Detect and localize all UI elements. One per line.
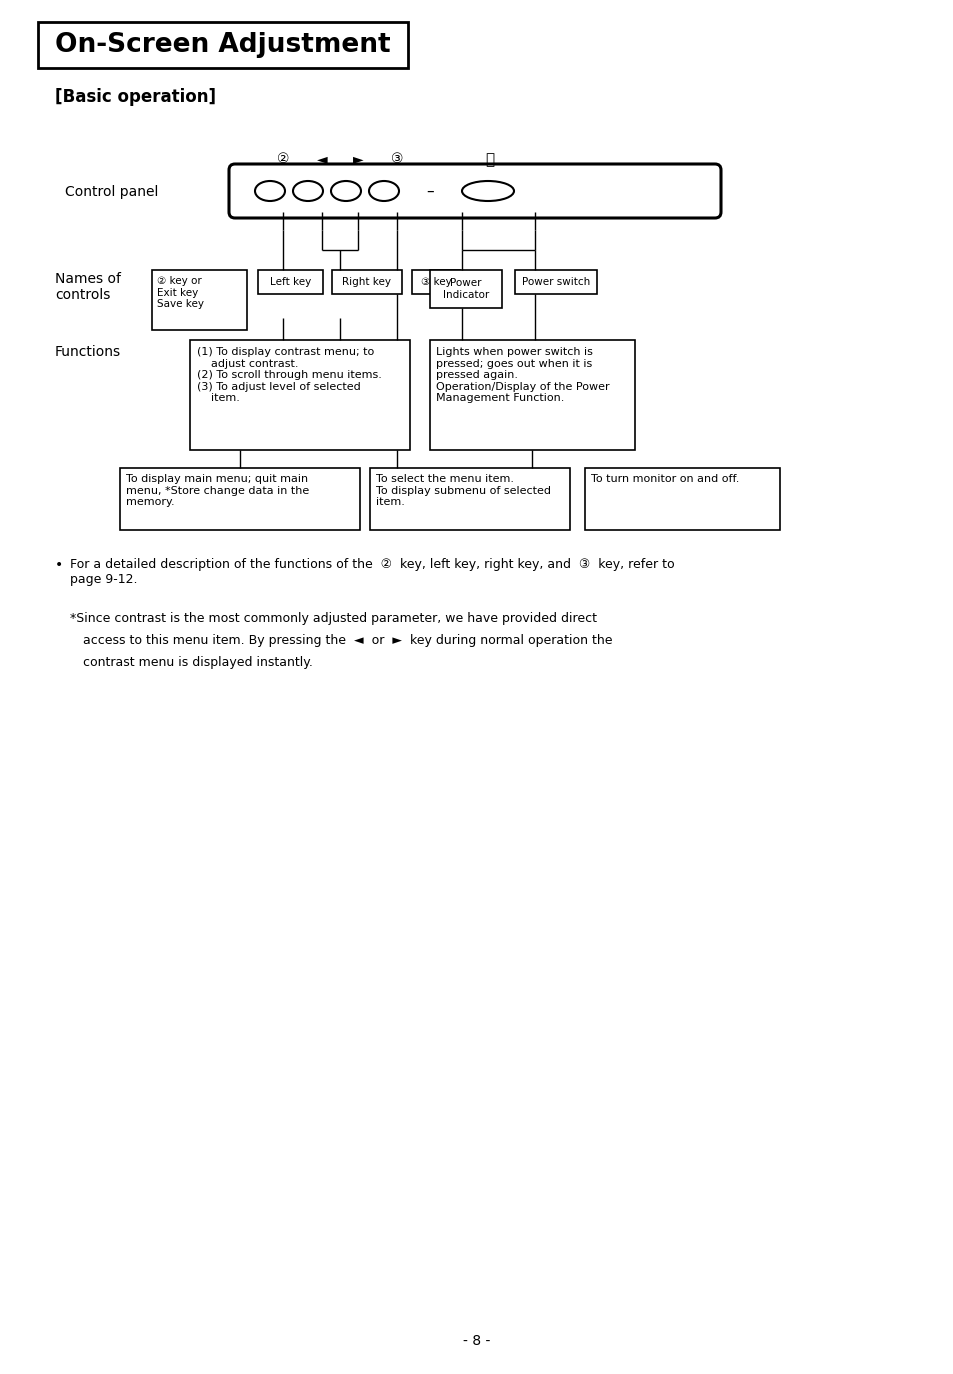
Text: Lights when power switch is
pressed; goes out when it is
pressed again.
Operatio: Lights when power switch is pressed; goe… bbox=[436, 348, 609, 404]
Text: To display main menu; quit main
menu, *Store change data in the
memory.: To display main menu; quit main menu, *S… bbox=[126, 474, 309, 507]
Text: Functions: Functions bbox=[55, 345, 121, 359]
Text: Ⓘ: Ⓘ bbox=[485, 153, 494, 168]
Text: Names of
controls: Names of controls bbox=[55, 272, 121, 302]
Ellipse shape bbox=[331, 181, 360, 201]
Text: ② key or
Exit key
Save key: ② key or Exit key Save key bbox=[157, 276, 204, 309]
Bar bbox=[412, 271, 459, 294]
Text: To select the menu item.
To display submenu of selected
item.: To select the menu item. To display subm… bbox=[375, 474, 551, 507]
Text: Right key: Right key bbox=[342, 278, 391, 287]
Bar bbox=[515, 271, 597, 294]
Text: •: • bbox=[55, 558, 63, 572]
Bar bbox=[430, 339, 635, 451]
Text: [Basic operation]: [Basic operation] bbox=[55, 88, 215, 106]
Text: contrast menu is displayed instantly.: contrast menu is displayed instantly. bbox=[83, 655, 313, 669]
Bar bbox=[190, 339, 410, 451]
Bar bbox=[257, 271, 323, 294]
Bar bbox=[430, 271, 501, 308]
Bar bbox=[120, 469, 359, 530]
Text: Left key: Left key bbox=[270, 278, 311, 287]
Text: access to this menu item. By pressing the  ◄  or  ►  key during normal operation: access to this menu item. By pressing th… bbox=[83, 633, 612, 647]
Text: ③ key: ③ key bbox=[420, 278, 451, 287]
Bar bbox=[370, 469, 569, 530]
Text: For a detailed description of the functions of the  ②  key, left key, right key,: For a detailed description of the functi… bbox=[70, 558, 674, 585]
Text: *Since contrast is the most commonly adjusted parameter, we have provided direct: *Since contrast is the most commonly adj… bbox=[70, 611, 597, 625]
Text: - 8 -: - 8 - bbox=[463, 1334, 490, 1348]
Text: –: – bbox=[426, 184, 434, 198]
Text: To turn monitor on and off.: To turn monitor on and off. bbox=[590, 474, 739, 484]
Ellipse shape bbox=[293, 181, 323, 201]
Text: ►: ► bbox=[353, 153, 363, 166]
Text: ②: ② bbox=[276, 153, 289, 166]
Bar bbox=[332, 271, 401, 294]
Text: ③: ③ bbox=[391, 153, 403, 166]
Bar bbox=[38, 22, 408, 67]
Text: Control panel: Control panel bbox=[65, 185, 158, 199]
Text: Power
Indicator: Power Indicator bbox=[442, 278, 489, 300]
Text: (1) To display contrast menu; to
    adjust contrast.
(2) To scroll through menu: (1) To display contrast menu; to adjust … bbox=[196, 348, 381, 404]
Ellipse shape bbox=[461, 181, 514, 201]
Text: ◄: ◄ bbox=[316, 153, 327, 166]
Ellipse shape bbox=[369, 181, 398, 201]
FancyBboxPatch shape bbox=[229, 164, 720, 218]
Text: On-Screen Adjustment: On-Screen Adjustment bbox=[55, 32, 391, 58]
Ellipse shape bbox=[254, 181, 285, 201]
Bar bbox=[584, 469, 780, 530]
Text: Power switch: Power switch bbox=[521, 278, 590, 287]
Bar bbox=[152, 271, 247, 330]
